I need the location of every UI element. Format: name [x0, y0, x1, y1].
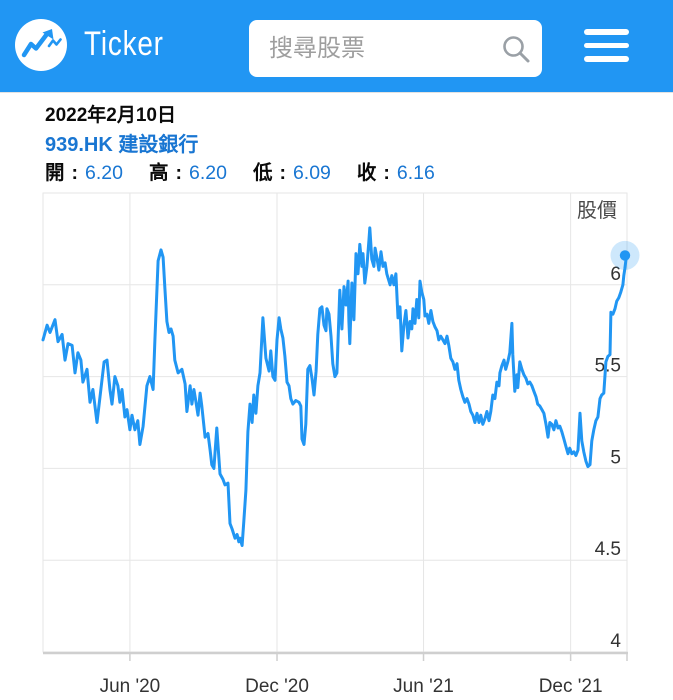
- x-axis-label: Jun '21: [393, 676, 454, 697]
- high-value: 6.20: [188, 162, 227, 184]
- open-label: 開: [45, 162, 65, 184]
- y-axis-label: 6: [610, 264, 621, 285]
- colon: :: [71, 162, 79, 184]
- price-line: [41, 226, 629, 547]
- colon: :: [175, 162, 182, 184]
- stock-symbol-name[interactable]: 939.HK 建設銀行: [45, 134, 199, 156]
- y-axis-label: 4: [610, 631, 621, 652]
- close-label: 收: [356, 162, 377, 184]
- quote-date: 2022年2月10日: [45, 105, 176, 126]
- ohlc-row: 開 : 6.20 高 : 6.20 低 : 6.09 收 : 6.16: [45, 156, 461, 185]
- y-axis-label: 4.5: [595, 539, 621, 560]
- app-title: Ticker: [84, 25, 164, 63]
- chart-title: 股價: [577, 199, 617, 222]
- x-axis-label: Dec '20: [245, 676, 309, 697]
- last-point-dot[interactable]: [619, 250, 631, 261]
- colon: :: [383, 162, 390, 184]
- y-axis-label: 5.5: [595, 356, 621, 377]
- close-value: 6.16: [396, 162, 435, 184]
- search-input[interactable]: [269, 20, 504, 77]
- low-value: 6.09: [292, 162, 331, 184]
- x-axis-label: Jun '20: [100, 676, 161, 697]
- app-header: Ticker: [0, 0, 673, 93]
- open-value: 6.20: [85, 162, 123, 184]
- low-label: 低: [252, 162, 273, 184]
- close-quote: 收 : 6.16: [357, 156, 435, 185]
- low-quote: 低 : 6.09: [253, 156, 331, 185]
- hamburger-menu-icon[interactable]: [584, 29, 629, 62]
- menu-bar: [584, 42, 629, 49]
- menu-bar: [584, 56, 629, 62]
- menu-bar: [584, 29, 629, 35]
- y-axis-label: 5: [610, 447, 621, 468]
- search-box[interactable]: [249, 20, 542, 77]
- high-quote: 高 : 6.20: [149, 156, 227, 185]
- open-quote: 開 : 6.20: [45, 156, 123, 185]
- app-logo-icon[interactable]: [14, 18, 68, 72]
- x-axis-label: Dec '21: [539, 676, 603, 697]
- colon: :: [279, 162, 286, 184]
- high-label: 高: [148, 162, 169, 184]
- search-icon[interactable]: [501, 34, 531, 64]
- price-chart[interactable]: 4 4.5 5 5.5 6 Jun '20 Dec '20 Jun '21 Dec '21 股價: [0, 185, 673, 700]
